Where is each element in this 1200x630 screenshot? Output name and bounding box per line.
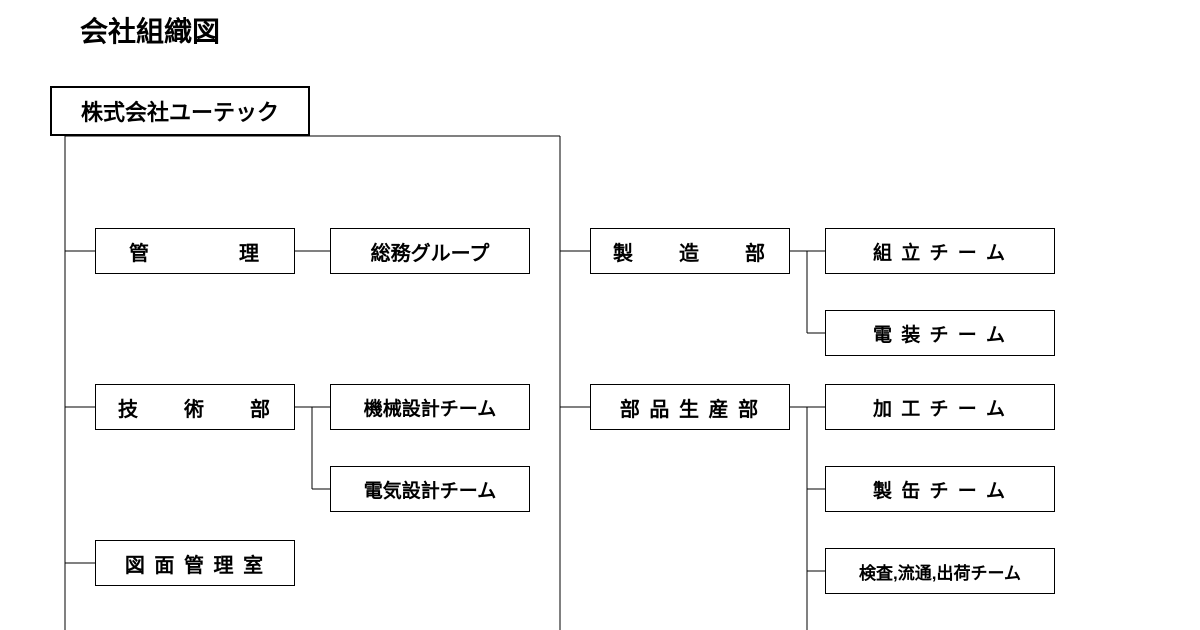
- org-node-kensa: 検査,流通,出荷チーム: [825, 548, 1055, 594]
- org-node-label: 技 術 部: [118, 393, 272, 422]
- org-node-denso: 電 装 チ ー ム: [825, 310, 1055, 356]
- org-node-label: 加 工 チ ー ム: [873, 394, 1007, 421]
- org-node-label: 検査,流通,出荷チーム: [859, 559, 1021, 584]
- org-node-label: 電 装 チ ー ム: [873, 320, 1007, 347]
- org-node-kako: 加 工 チ ー ム: [825, 384, 1055, 430]
- org-node-label: 機械設計チーム: [364, 394, 496, 421]
- org-node-buhin: 部 品 生 産 部: [590, 384, 790, 430]
- org-node-kanri: 管 理: [95, 228, 295, 274]
- org-node-label: 製 缶 チ ー ム: [873, 476, 1007, 503]
- org-node-label: 電気設計チーム: [364, 476, 496, 503]
- org-node-label: 株式会社ユーテック: [81, 95, 279, 127]
- org-node-label: 管 理: [129, 237, 261, 266]
- org-node-gijutsu: 技 術 部: [95, 384, 295, 430]
- org-node-seizo: 製 造 部: [590, 228, 790, 274]
- org-node-denki: 電気設計チーム: [330, 466, 530, 512]
- org-node-label: 部 品 生 産 部: [620, 393, 760, 422]
- org-node-label: 総務グループ: [371, 237, 490, 266]
- org-node-label: 組 立 チ ー ム: [873, 238, 1007, 265]
- org-node-kumi: 組 立 チ ー ム: [825, 228, 1055, 274]
- org-node-label: 図 面 管 理 室: [125, 549, 265, 578]
- org-node-root: 株式会社ユーテック: [50, 86, 310, 136]
- org-chart-canvas: 会社組織図 株式会社ユーテック管 理総務グループ技 術 部機械設計チーム電気設計…: [0, 0, 1200, 630]
- org-node-zumen: 図 面 管 理 室: [95, 540, 295, 586]
- org-node-label: 製 造 部: [613, 237, 767, 266]
- org-node-kikai: 機械設計チーム: [330, 384, 530, 430]
- org-node-seikan: 製 缶 チ ー ム: [825, 466, 1055, 512]
- org-node-soumu: 総務グループ: [330, 228, 530, 274]
